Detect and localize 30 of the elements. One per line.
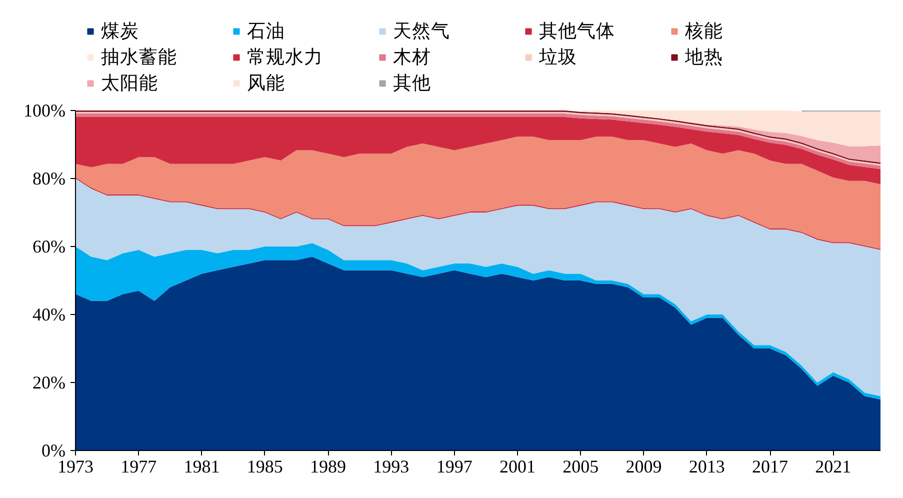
legend-label: 太阳能 [101,72,159,96]
x-tick-label: 1977 [120,456,157,476]
legend-label: 抽水蓄能 [101,46,178,70]
legend-label: 煤炭 [101,20,140,44]
x-tick-label: 1997 [436,456,472,476]
legend-label: 天然气 [393,20,451,44]
x-tick-label: 2017 [752,456,788,476]
x-tick-label: 2021 [815,456,852,476]
legend-label: 石油 [247,20,286,44]
x-tick-label: 2013 [688,456,725,476]
x-tick-label: 2009 [626,456,662,476]
y-tick-label: 100% [24,100,66,120]
legend-label: 其他气体 [539,20,616,44]
y-tick-label: 40% [32,304,66,324]
x-tick-label: 2001 [499,456,536,476]
x-tick-label: 1985 [246,456,283,476]
x-tick-label: 1989 [310,456,346,476]
legend-label: 地热 [685,46,724,70]
legend-label: 常规水力 [247,46,324,70]
y-tick-label: 20% [32,372,66,392]
x-tick-label: 1981 [184,456,220,476]
y-tick-label: 80% [32,168,66,188]
legend-label: 其他 [393,72,432,96]
y-tick-label: 60% [32,236,66,256]
x-tick-label: 1993 [373,456,410,476]
legend-label: 木材 [393,46,432,70]
legend-label: 垃圾 [539,46,578,70]
legend-label: 核能 [685,20,724,44]
x-tick-label: 2005 [562,456,599,476]
legend-label: 风能 [247,72,286,96]
